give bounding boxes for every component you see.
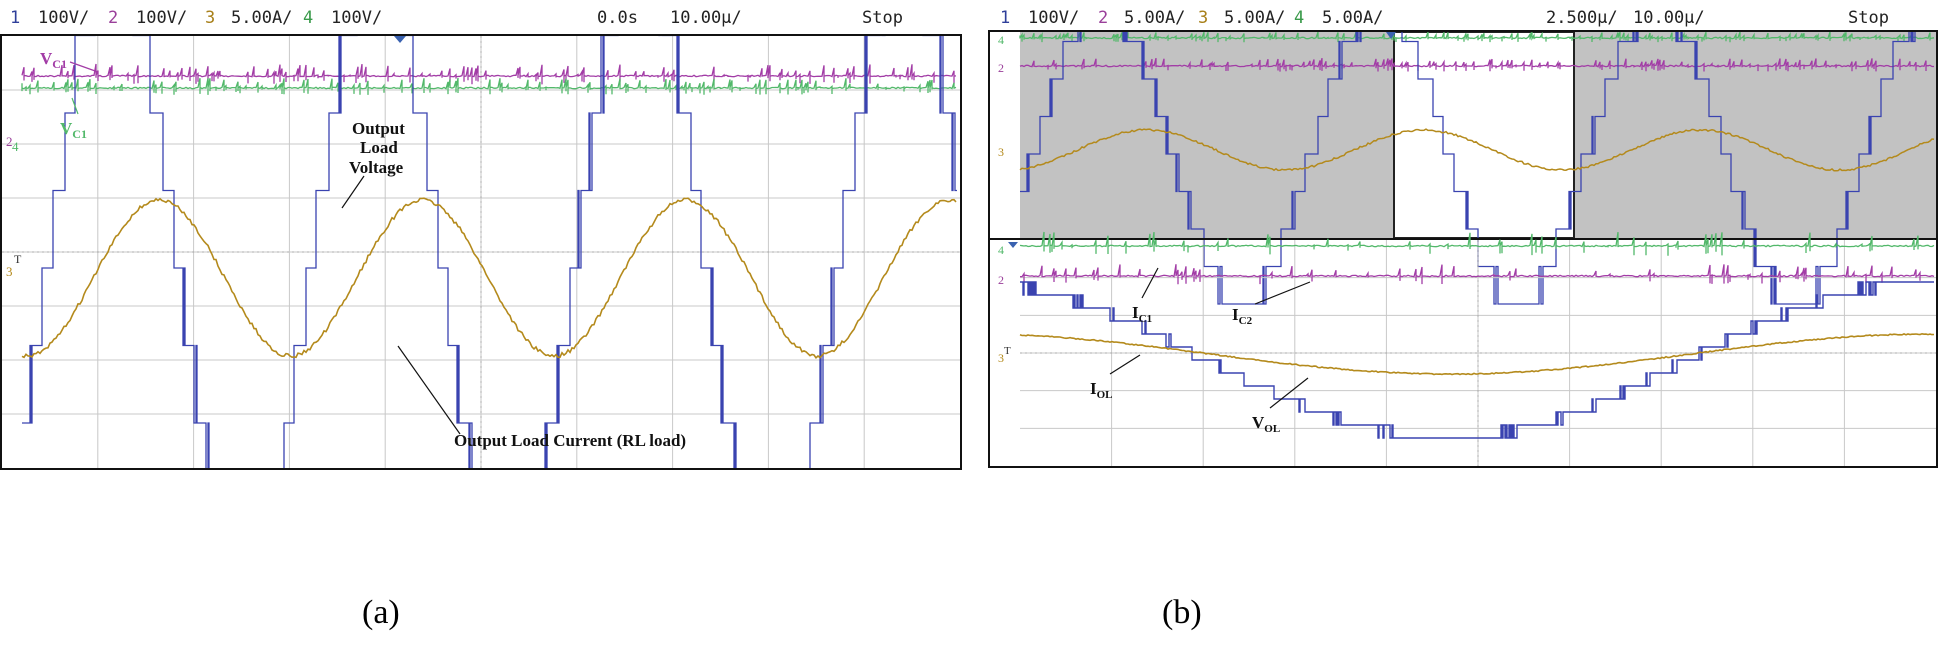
run-status: Stop xyxy=(862,8,903,28)
marker-ch3-bottom: 3 xyxy=(998,351,1004,365)
trace-ic2-overview xyxy=(1019,57,1934,72)
marker-ch4-top: 4 xyxy=(998,33,1004,47)
ch2-scale: 5.00A/ xyxy=(1124,8,1186,28)
trace-iol xyxy=(1019,332,1935,376)
label-output-voltage-2: Load xyxy=(360,138,398,157)
arrow-vol xyxy=(1269,377,1309,409)
marker-trigger: T xyxy=(14,252,22,266)
label-ic2: IC2 xyxy=(1232,305,1253,327)
scope-header-b: 1 100V/ 2 5.00A/ 3 5.00A/ 4 5.00A/ 2.500… xyxy=(988,0,1938,36)
ch4-scale: 5.00A/ xyxy=(1322,8,1384,28)
arrow-vc1-bottom xyxy=(71,97,79,115)
panel-label-b: (b) xyxy=(1162,594,1202,631)
delay-readout: 0.0s xyxy=(597,8,638,28)
ch4-num: 4 xyxy=(1294,8,1305,28)
arrow-ic2 xyxy=(1254,281,1311,305)
trace-vc1-ch4 xyxy=(21,77,957,95)
ch1-num: 1 xyxy=(10,8,21,28)
marker-trigger: T xyxy=(1004,345,1011,357)
ch2-scale: 100V/ xyxy=(136,8,188,28)
run-status: Stop xyxy=(1848,8,1889,28)
waveform-plot-a: 2 4 3 T VC1 VC1 Output Load Voltage Outp… xyxy=(2,36,960,468)
trace-ic1 xyxy=(1019,231,1935,256)
trace-ic2 xyxy=(1019,264,1935,285)
label-vol: VOL xyxy=(1252,413,1280,435)
label-vc1-bottom: VC1 xyxy=(60,119,87,141)
arrow-ic1 xyxy=(1141,267,1159,299)
panel-label-a: (a) xyxy=(362,594,400,631)
label-output-voltage-1: Output xyxy=(352,119,405,138)
ch1-scale: 100V/ xyxy=(38,8,90,28)
graticule-a xyxy=(2,36,960,468)
ch4-scale: 100V/ xyxy=(331,8,383,28)
ch3-scale: 5.00A/ xyxy=(1224,8,1286,28)
marker-ch2: 2 xyxy=(6,134,13,149)
marker-ch2-top: 2 xyxy=(998,61,1004,75)
panel-b: 1 100V/ 2 5.00A/ 3 5.00A/ 4 5.00A/ 2.500… xyxy=(988,0,1938,631)
trace-vol xyxy=(1020,281,1934,439)
trace-vol-overview xyxy=(1020,32,1916,305)
trace-vc1-ch2 xyxy=(21,63,957,85)
ch3-num: 3 xyxy=(1198,8,1209,28)
marker-ch4: 4 xyxy=(12,139,19,154)
trace-output-load-current xyxy=(21,197,957,359)
scope-screen-b: 4 2 3 4 2 3 T IC1 IC2 IOL VOL xyxy=(988,30,1938,468)
ch3-num: 3 xyxy=(205,8,216,28)
label-vc1-top: VC1 xyxy=(40,49,67,71)
scope-header-a: 1 100V/ 2 100V/ 3 5.00A/ 4 100V/ 0.0s 10… xyxy=(0,0,962,36)
arrow-output-voltage xyxy=(341,175,365,209)
panel-a: 1 100V/ 2 100V/ 3 5.00A/ 4 100V/ 0.0s 10… xyxy=(0,0,962,631)
ch3-scale: 5.00A/ xyxy=(231,8,293,28)
marker-ch3: 3 xyxy=(6,264,13,279)
label-output-current: Output Load Current (RL load) xyxy=(454,431,686,450)
arrow-output-current xyxy=(397,345,461,435)
trace-ic1-overview xyxy=(1019,32,1935,43)
trace-iol-overview xyxy=(1019,128,1935,172)
arrow-iol xyxy=(1109,354,1141,375)
delay-readout: 2.500µ/ xyxy=(1546,8,1618,28)
marker-ch2-bottom: 2 xyxy=(998,273,1004,287)
marker-ch3-top: 3 xyxy=(998,145,1004,159)
timebase-readout: 10.00µ/ xyxy=(670,8,742,28)
ch4-num: 4 xyxy=(303,8,314,28)
trigger-position-marker-bottom xyxy=(1008,242,1018,248)
scope-screen-a: 2 4 3 T VC1 VC1 Output Load Voltage Outp… xyxy=(0,34,962,470)
ch2-num: 2 xyxy=(1098,8,1109,28)
waveform-plot-b: 4 2 3 4 2 3 T IC1 IC2 IOL VOL xyxy=(990,32,1936,466)
label-ic1: IC1 xyxy=(1132,303,1152,325)
label-iol: IOL xyxy=(1090,379,1113,401)
ch1-num: 1 xyxy=(1000,8,1011,28)
arrow-vc1-top xyxy=(69,61,99,73)
trace-output-load-voltage xyxy=(22,36,957,468)
ch2-num: 2 xyxy=(108,8,119,28)
timebase-readout: 10.00µ/ xyxy=(1633,8,1705,28)
ch1-scale: 100V/ xyxy=(1028,8,1080,28)
label-output-voltage-3: Voltage xyxy=(349,158,404,177)
trigger-position-marker xyxy=(394,36,406,43)
trigger-position-marker-top xyxy=(1386,32,1396,39)
marker-ch4-bottom: 4 xyxy=(998,243,1004,257)
